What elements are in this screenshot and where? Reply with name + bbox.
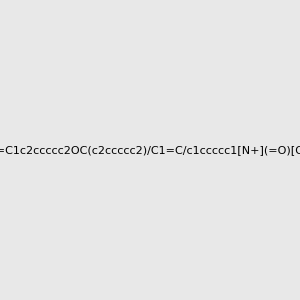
Text: O=C1c2ccccc2OC(c2ccccc2)/C1=C/c1ccccc1[N+](=O)[O-]: O=C1c2ccccc2OC(c2ccccc2)/C1=C/c1ccccc1[N… <box>0 145 300 155</box>
